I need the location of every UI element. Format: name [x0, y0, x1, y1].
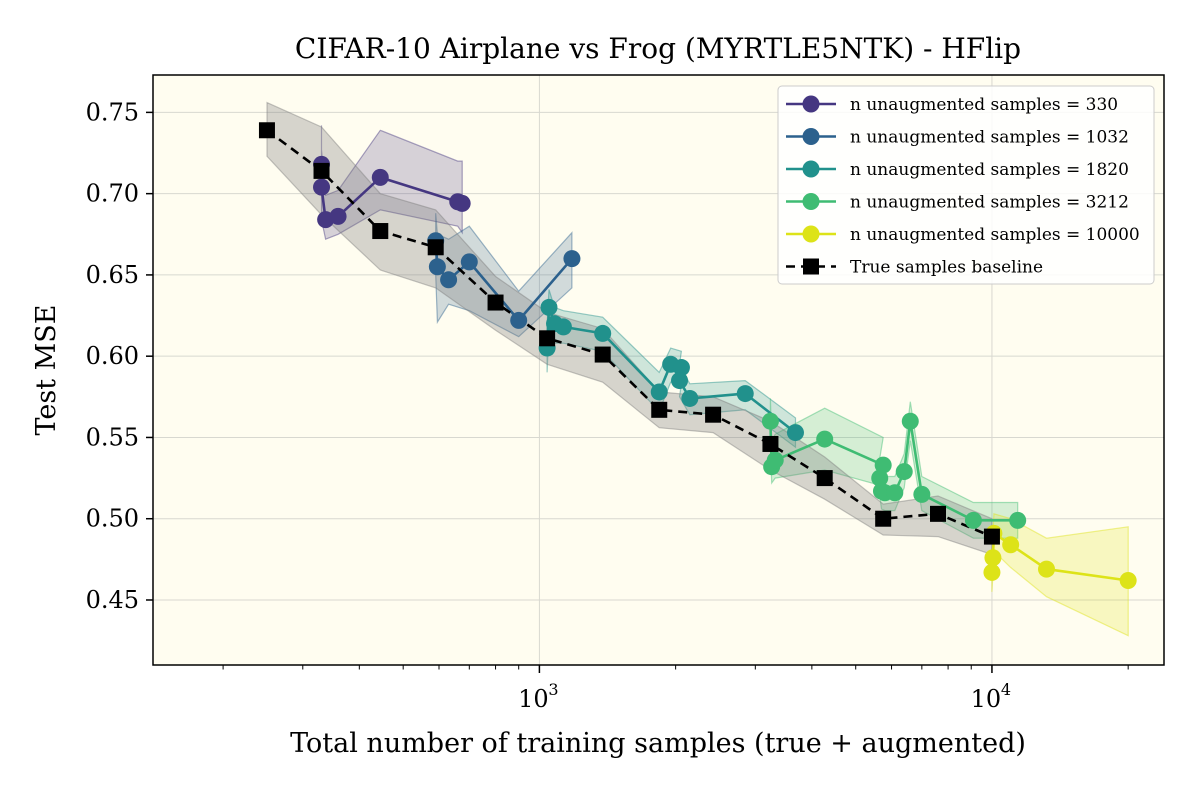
data-point-square	[594, 346, 611, 363]
y-tick-label: 0.65	[86, 261, 139, 289]
legend-marker	[802, 95, 820, 113]
data-point	[554, 318, 572, 336]
data-point	[895, 463, 913, 481]
y-axis-label: Test MSE	[31, 304, 62, 435]
data-point-square	[427, 239, 444, 256]
legend-label: n unaugmented samples = 1820	[850, 160, 1129, 180]
data-point	[1119, 571, 1137, 589]
x-tick-exponent: 4	[1001, 680, 1011, 699]
data-point	[510, 311, 528, 329]
y-tick-label: 0.50	[86, 505, 139, 533]
legend-marker	[802, 160, 820, 178]
data-point-square	[313, 162, 330, 179]
y-tick-label: 0.45	[86, 586, 139, 614]
data-point	[871, 469, 889, 487]
data-point	[786, 424, 804, 442]
y-tick-label: 0.70	[86, 180, 139, 208]
data-point	[984, 549, 1002, 567]
x-tick-exponent: 3	[548, 680, 558, 699]
data-point-square	[487, 294, 504, 311]
data-point	[540, 298, 558, 316]
data-point	[681, 389, 699, 407]
legend-marker	[802, 193, 820, 210]
data-point	[460, 253, 478, 271]
chart-title: CIFAR-10 Airplane vs Frog (MYRTLE5NTK) -…	[295, 32, 1021, 65]
y-tick-label: 0.55	[86, 423, 139, 451]
y-tick-label: 0.60	[86, 342, 139, 370]
legend-label: n unaugmented samples = 3212	[850, 193, 1129, 213]
data-point	[371, 168, 389, 186]
data-point-square	[258, 122, 275, 139]
data-point-square	[372, 223, 389, 240]
data-point-square	[762, 435, 779, 452]
x-axis-ticks: 10 3 10 4	[222, 665, 1129, 713]
data-point	[594, 324, 612, 342]
y-axis-ticks: 0.45 0.50 0.55 0.60 0.65 0.70 0.75	[86, 98, 153, 614]
plot-frame	[152, 74, 1165, 666]
data-point	[313, 178, 331, 196]
data-point	[761, 412, 779, 430]
data-point	[983, 563, 1001, 581]
x-tick-label: 10	[971, 685, 1002, 713]
legend-box	[777, 85, 1155, 285]
data-point	[428, 258, 446, 276]
data-point-square	[816, 470, 833, 487]
data-point	[329, 207, 347, 225]
data-point	[671, 372, 689, 390]
data-point	[816, 430, 834, 448]
data-point	[886, 484, 904, 502]
series-markers	[258, 122, 1137, 589]
data-point	[736, 385, 754, 403]
data-point	[650, 383, 668, 401]
data-point	[913, 485, 931, 503]
legend: n unaugmented samples = 330 n unaugmented…	[777, 85, 1155, 285]
data-point	[1002, 536, 1020, 554]
data-point-square	[539, 330, 556, 347]
data-point	[964, 511, 982, 529]
legend-marker	[802, 225, 820, 243]
x-tick-label: 10	[518, 685, 549, 713]
data-point-square	[705, 406, 722, 423]
data-point	[563, 250, 581, 268]
legend-marker-square	[803, 258, 819, 275]
y-tick-label: 0.75	[86, 98, 139, 126]
x-axis-label: Total number of training samples (true +…	[290, 728, 1026, 759]
series-line	[266, 129, 993, 538]
legend-marker	[802, 128, 820, 145]
data-point	[874, 456, 892, 474]
data-point	[440, 271, 458, 289]
legend-label: n unaugmented samples = 330	[850, 95, 1118, 115]
series-band	[769, 398, 1019, 539]
data-point	[901, 412, 919, 430]
legend-label: True samples baseline	[850, 258, 1043, 278]
data-point	[1009, 511, 1027, 529]
legend-label: n unaugmented samples = 1032	[850, 128, 1129, 148]
series-band	[435, 213, 573, 338]
data-point	[766, 451, 784, 469]
data-point	[672, 359, 690, 377]
data-point	[453, 194, 471, 212]
legend-label: n unaugmented samples = 10000	[850, 225, 1140, 245]
data-point	[1038, 560, 1056, 578]
data-point-square	[983, 528, 1000, 545]
data-point-square	[875, 510, 892, 527]
data-point-square	[930, 505, 947, 522]
data-point-square	[651, 401, 668, 418]
